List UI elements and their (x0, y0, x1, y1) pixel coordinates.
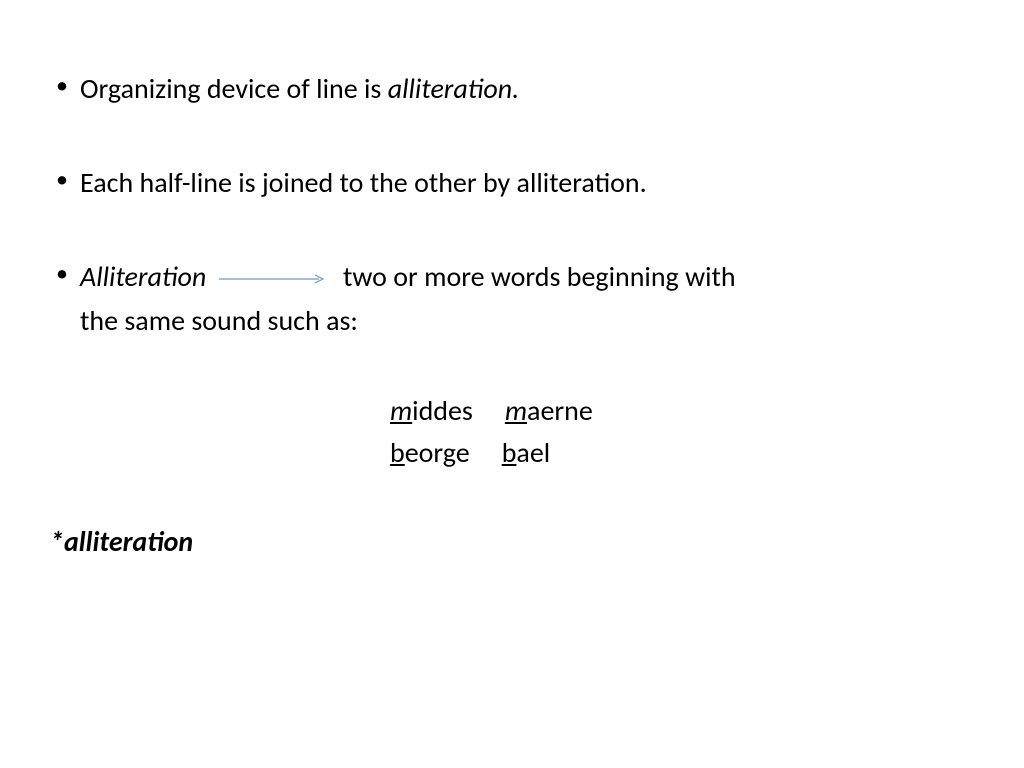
bullet-3-continuation: the same sound such as: (50, 302, 974, 340)
bullet-list: Organizing device of line is alliteratio… (50, 70, 974, 298)
bullet-3-lead: Alliteration (80, 259, 206, 294)
bullet-1-prefix: Organizing device of line is (80, 71, 388, 106)
ex1-u2: m (505, 393, 527, 428)
example-row-1: middes maerne (390, 390, 974, 432)
ex2-u2: b (502, 435, 517, 470)
footer-note: *alliteration (50, 524, 974, 559)
ex1-r1: iddes (412, 393, 473, 428)
ex1-r2: aerne (527, 393, 593, 428)
bullet-2-text: Each half-line is joined to the other by… (80, 165, 647, 200)
bullet-3-after: two or more words beginning with (343, 259, 736, 294)
example-word-2: maerne (505, 390, 593, 432)
arrow-icon (219, 258, 329, 296)
bullet-3: Alliteration two or more words beginning… (50, 258, 974, 298)
bullet-2: Each half-line is joined to the other by… (50, 164, 974, 202)
example-word-3: beorge (390, 432, 470, 474)
bullet-1-italic: alliteration. (388, 71, 520, 106)
example-row-2: beorge bael (390, 432, 974, 474)
ex2-r1: eorge (405, 435, 470, 470)
ex2-u1: b (390, 435, 405, 470)
examples-block: middes maerne beorge bael (390, 390, 974, 474)
ex1-u1: m (390, 393, 412, 428)
bullet-1: Organizing device of line is alliteratio… (50, 70, 974, 108)
example-word-4: bael (502, 432, 551, 474)
example-word-1: middes (390, 390, 473, 432)
ex2-r2: ael (516, 435, 550, 470)
